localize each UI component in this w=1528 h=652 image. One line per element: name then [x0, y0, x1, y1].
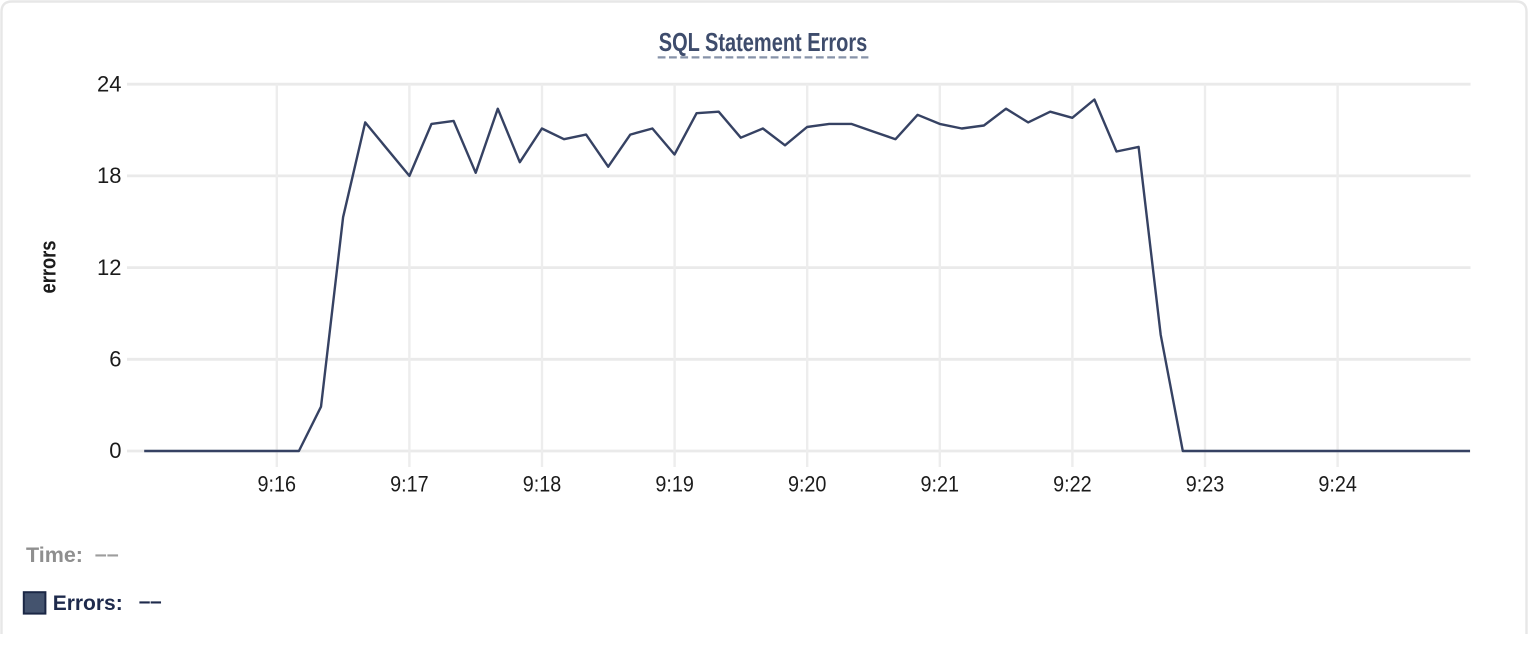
svg-text:9:24: 9:24 [1318, 472, 1357, 497]
svg-text:9:21: 9:21 [921, 472, 960, 497]
svg-text:––: –– [95, 542, 119, 566]
svg-text:9:18: 9:18 [523, 472, 562, 497]
svg-text:9:20: 9:20 [788, 472, 827, 497]
svg-text:9:19: 9:19 [655, 472, 694, 497]
svg-text:0: 0 [109, 438, 121, 463]
svg-text:Time:: Time: [26, 543, 83, 567]
svg-text:12: 12 [97, 255, 121, 280]
svg-text:9:22: 9:22 [1053, 472, 1092, 497]
svg-text:9:23: 9:23 [1186, 472, 1225, 497]
svg-text:Errors:: Errors: [53, 592, 123, 615]
svg-text:errors: errors [35, 241, 60, 294]
svg-text:24: 24 [97, 71, 121, 96]
svg-text:––: –– [139, 590, 162, 613]
svg-text:18: 18 [97, 163, 121, 188]
svg-text:6: 6 [109, 347, 121, 372]
svg-text:9:16: 9:16 [258, 472, 297, 497]
svg-text:SQL Statement Errors: SQL Statement Errors [659, 27, 868, 57]
svg-text:9:17: 9:17 [390, 472, 429, 497]
